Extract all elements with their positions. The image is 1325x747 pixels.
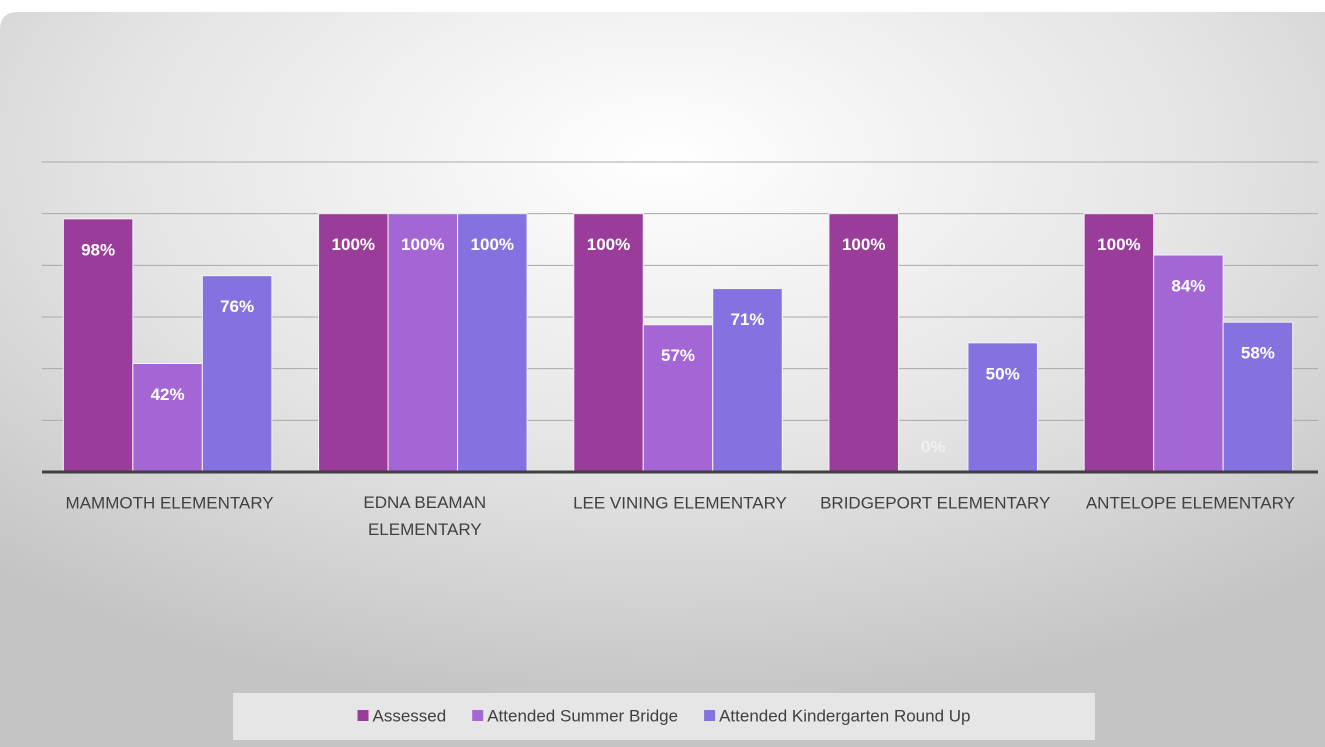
legend-label: Attended Kindergarten Round Up — [719, 706, 970, 725]
bar — [132, 363, 203, 473]
value-label: 50% — [986, 364, 1020, 383]
bar — [642, 324, 714, 473]
value-label: 100% — [401, 235, 444, 254]
bar — [1222, 321, 1294, 473]
legend-swatch — [357, 710, 369, 721]
bar — [457, 213, 528, 473]
bar — [1153, 254, 1224, 473]
legend-label: Attended Summer Bridge — [487, 706, 678, 725]
x-tick-label: LEE VINING ELEMENTARY — [573, 493, 787, 512]
bar — [828, 213, 899, 473]
bar — [967, 342, 1038, 473]
value-label: 100% — [842, 235, 885, 254]
value-label: 57% — [661, 346, 695, 365]
legend-swatch — [704, 710, 716, 721]
bar — [201, 275, 273, 473]
legend-swatch — [472, 710, 484, 721]
bar — [1083, 213, 1155, 473]
legend: Assessed Attended Summer Bridge Attended K… — [357, 706, 971, 725]
x-tick-label: MAMMOTH ELEMENTARY — [66, 493, 274, 512]
bar — [573, 213, 644, 473]
bar — [62, 218, 134, 473]
value-label: 100% — [1097, 235, 1140, 254]
value-label: 98% — [81, 240, 115, 259]
value-label: 42% — [151, 385, 185, 404]
value-label: 84% — [1171, 276, 1205, 295]
legend-box — [233, 693, 1095, 740]
x-tick-label: EDNA BEAMAN ELEMENTARY — [363, 493, 486, 539]
value-label: 100% — [587, 235, 630, 254]
value-label: 71% — [730, 310, 764, 329]
value-label: 100% — [332, 235, 375, 254]
value-label: 76% — [220, 297, 254, 316]
x-tick-label: ANTELOPE ELEMENTARY — [1086, 493, 1295, 512]
legend-label: Assessed — [373, 706, 447, 725]
value-label: 58% — [1241, 344, 1275, 363]
bar — [712, 288, 783, 473]
value-label: 100% — [471, 235, 514, 254]
value-label: 0% — [921, 437, 946, 456]
x-tick-label: BRIDGEPORT ELEMENTARY — [820, 493, 1050, 512]
